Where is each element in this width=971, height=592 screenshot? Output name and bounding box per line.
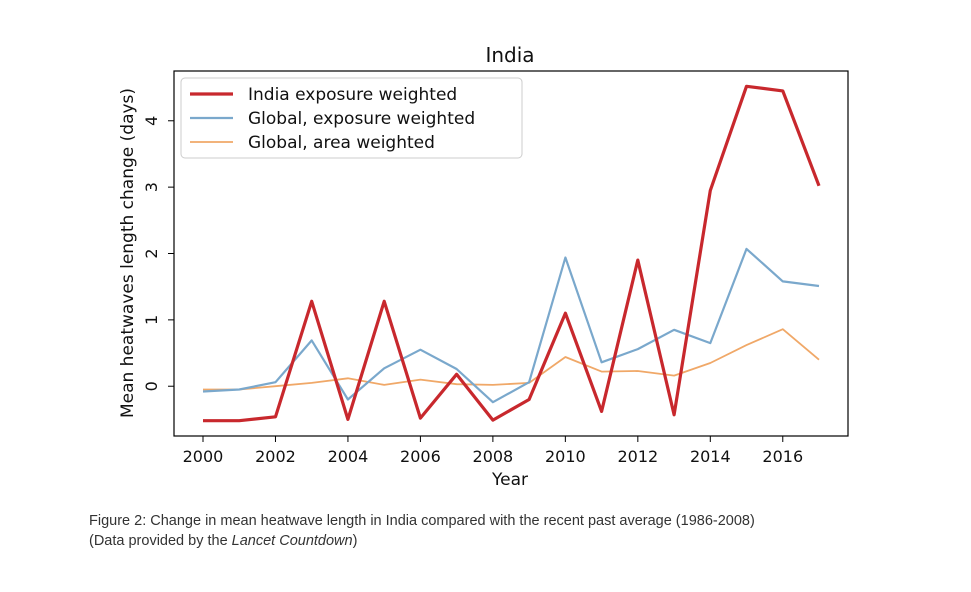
x-tick-label: 2016 [762,447,803,466]
y-axis-label: Mean heatwaves length change (days) [118,88,138,418]
chart-title: India [485,43,534,67]
legend-label: Global, area weighted [248,133,435,153]
legend-label: India exposure weighted [248,85,457,105]
x-tick-label: 2002 [255,447,296,466]
series-line-0 [203,84,821,423]
caption-source: Lancet Countdown [231,533,353,549]
legend-box [180,77,523,159]
y-axis: 0 1 2 3 4 [142,116,174,391]
series-line-1 [202,247,820,404]
series-line-2 [203,328,820,391]
x-tick-label: 2006 [400,447,441,466]
y-tick-label: 0 [142,381,161,391]
x-tick-label: 2010 [545,447,586,466]
x-tick-label: 2004 [328,447,369,466]
caption-line-1: Figure 2: Change in mean heatwave length… [89,513,755,529]
caption-line-2: (Data provided by the Lancet Countdown) [89,531,949,551]
y-tick-label: 4 [142,116,161,126]
x-tick-label: 2012 [617,447,658,466]
x-axis: 2000 2002 2004 2006 2008 2010 2012 2014 2016 [183,436,803,466]
x-axis-label: Year [491,470,528,490]
plot-area [202,84,821,423]
y-tick-label: 2 [142,248,161,258]
x-tick-label: 2000 [183,447,224,466]
caption-suffix: ) [352,533,358,549]
y-tick-label: 3 [142,182,161,192]
y-tick-label: 1 [142,315,161,325]
x-tick-label: 2014 [690,447,731,466]
legend: India exposure weighted Global, exposure … [180,77,523,159]
caption-prefix: (Data provided by the [89,533,232,549]
x-tick-label: 2008 [473,447,514,466]
figure-caption: Figure 2: Change in mean heatwave length… [89,511,949,551]
legend-label: Global, exposure weighted [248,109,475,129]
